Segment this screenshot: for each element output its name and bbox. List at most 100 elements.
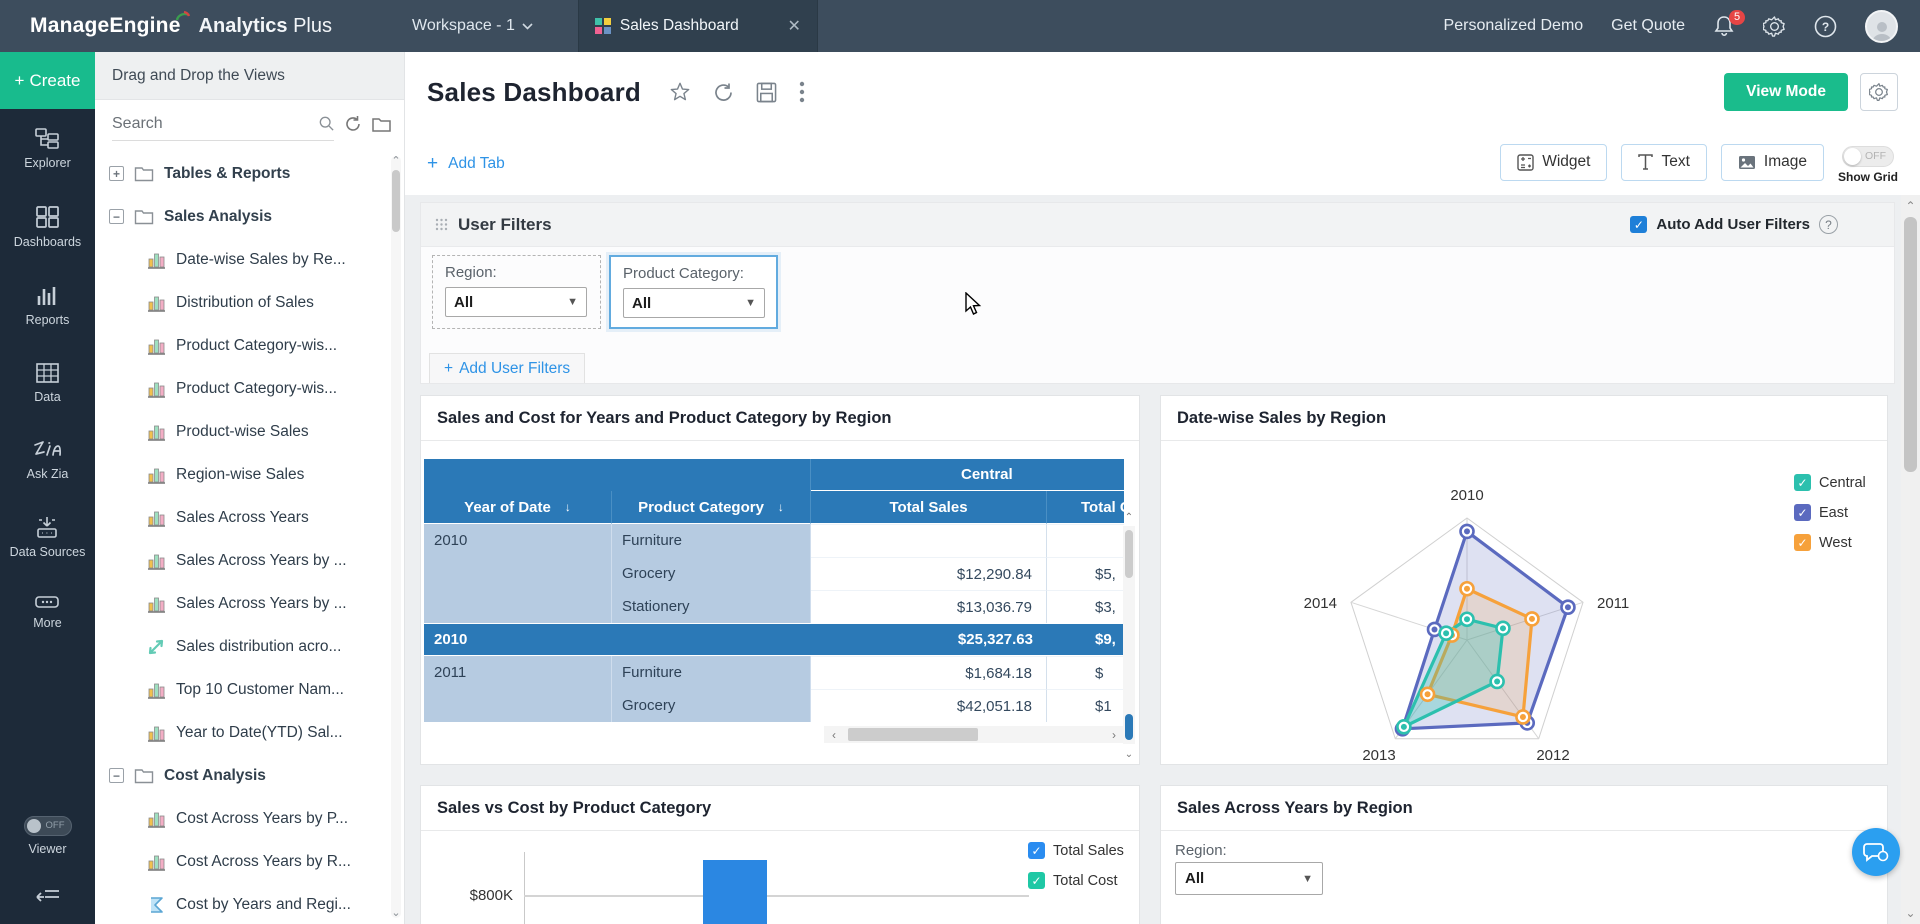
tree-item[interactable]: Cost Across Years by P... (95, 797, 391, 840)
radar-grid-pentagon (1350, 517, 1584, 740)
tree-item[interactable]: Product-wise Sales (95, 410, 391, 453)
tree-item[interactable]: Sales Across Years by ... (95, 582, 391, 625)
rail-item-ask-zia[interactable]: Ask Zia (10, 422, 86, 499)
sort-desc-icon[interactable]: ↓ (777, 500, 784, 514)
help-icon[interactable]: ? (1819, 215, 1838, 234)
notifications-bell-icon[interactable]: 5 (1713, 10, 1745, 38)
tree-item[interactable]: Cost by Years and Regi... (95, 883, 391, 924)
pivot-h-scrollbar[interactable]: ‹ › (824, 726, 1124, 743)
auto-add-user-filters-checkbox[interactable]: ✓ (1630, 216, 1648, 233)
personalized-demo-link[interactable]: Personalized Demo (1443, 17, 1584, 34)
bar-total-sales[interactable] (703, 860, 767, 924)
column-header-total-sales[interactable]: Total Sales (811, 491, 1047, 524)
show-grid-toggle[interactable]: OFF Show Grid (1838, 144, 1898, 184)
viewer-toggle-pill[interactable]: OFF (23, 816, 72, 837)
tab-sales-dashboard[interactable]: Sales Dashboard ✕ (577, 0, 818, 52)
save-icon[interactable] (756, 82, 777, 103)
scroll-up-icon[interactable]: ⌃ (1905, 199, 1916, 213)
tree-item[interactable]: Date-wise Sales by Re... (95, 238, 391, 281)
more-options-kebab-icon[interactable] (799, 81, 805, 103)
workspace-selector[interactable]: Workspace - 1 (412, 17, 533, 35)
create-button[interactable]: + Create (0, 52, 95, 109)
folder-view-icon[interactable] (372, 116, 391, 132)
expand-icon[interactable]: + (109, 166, 124, 181)
filter-select[interactable]: All ▼ (623, 288, 765, 318)
tree-item[interactable]: Sales distribution acro... (95, 625, 391, 668)
drag-grip-icon[interactable] (435, 218, 448, 231)
view-mode-button[interactable]: View Mode (1724, 73, 1848, 111)
collapse-sidebar-icon[interactable] (35, 874, 61, 924)
user-avatar[interactable] (1865, 9, 1898, 43)
rail-item-dashboards[interactable]: Dashboards (10, 188, 86, 267)
settings-gear-icon[interactable] (1763, 15, 1786, 38)
sort-desc-icon[interactable]: ↓ (564, 500, 571, 514)
rail-item-explorer[interactable]: Explorer (10, 109, 86, 188)
search-input[interactable] (112, 114, 319, 133)
tree-item[interactable]: Sales Across Years (95, 496, 391, 539)
v-scroll-thumb-active[interactable] (1125, 714, 1133, 740)
tree-item[interactable]: Cost Across Years by R... (95, 840, 391, 883)
tree-item[interactable]: Distribution of Sales (95, 281, 391, 324)
scroll-left-icon[interactable]: ‹ (832, 727, 836, 742)
viewer-toggle[interactable]: OFF Viewer (0, 799, 95, 874)
scroll-down-icon[interactable]: ⌄ (1124, 749, 1134, 760)
column-header-product-category[interactable]: Product Category ↓ (612, 491, 811, 524)
collapse-icon[interactable]: − (109, 209, 124, 224)
legend-checkbox[interactable]: ✓ (1028, 842, 1045, 859)
rail-item-data-sources[interactable]: Data Sources (10, 498, 85, 577)
scroll-down-icon[interactable]: ⌄ (391, 907, 401, 919)
sidebar-scrollbar[interactable]: ⌃ ⌄ (391, 155, 401, 919)
tree-item-label: Cost by Years and Regi... (176, 895, 351, 913)
add-widget-button[interactable]: Widget (1500, 143, 1608, 181)
gear-icon (1869, 83, 1888, 101)
show-grid-pill[interactable]: OFF (1842, 145, 1894, 167)
chevron-down-icon: ▼ (567, 296, 578, 308)
tree-item[interactable]: Sales Across Years by ... (95, 539, 391, 582)
pivot-v-scrollbar[interactable]: ⌃ ⌄ (1123, 512, 1135, 760)
scroll-down-icon[interactable]: ⌄ (1905, 906, 1916, 920)
refresh-dashboard-icon[interactable] (713, 82, 734, 103)
column-header-total-cost[interactable]: Total Cost (1047, 491, 1124, 524)
add-image-button[interactable]: Image (1720, 143, 1824, 181)
tree-folder-tables-reports[interactable]: + Tables & Reports (95, 152, 391, 195)
dashboard-settings-button[interactable] (1860, 73, 1898, 111)
scroll-up-icon[interactable]: ⌃ (391, 155, 401, 167)
add-user-filters-button[interactable]: + Add User Filters (429, 353, 586, 383)
column-header-year-of-date[interactable]: Year of Date ↓ (424, 491, 612, 524)
v-scroll-thumb[interactable] (1125, 530, 1133, 578)
page-scrollbar[interactable]: ⌃ ⌄ (1901, 195, 1920, 924)
tree-item[interactable]: Region-wise Sales (95, 453, 391, 496)
collapse-icon[interactable]: − (109, 768, 124, 783)
rail-item-more[interactable]: More (10, 577, 86, 648)
tree-item[interactable]: Year to Date(YTD) Sal... (95, 711, 391, 754)
chat-support-button[interactable] (1852, 828, 1900, 876)
pivot-cell: Stationery (612, 590, 811, 623)
region-filter-select[interactable]: All ▼ (1175, 862, 1323, 895)
page-scroll-thumb[interactable] (1904, 217, 1917, 472)
legend-checkbox[interactable]: ✓ (1794, 534, 1811, 551)
legend-checkbox[interactable]: ✓ (1028, 872, 1045, 889)
tree-folder-cost-analysis[interactable]: − Cost Analysis (95, 754, 391, 797)
data-icon (35, 362, 60, 384)
get-quote-link[interactable]: Get Quote (1611, 17, 1685, 34)
add-text-button[interactable]: Text (1621, 143, 1707, 181)
sidebar-scroll-thumb[interactable] (392, 170, 400, 232)
tree-item[interactable]: Top 10 Customer Nam... (95, 668, 391, 711)
rail-item-data[interactable]: Data (10, 345, 86, 422)
favorite-star-icon[interactable] (669, 81, 691, 103)
legend-checkbox[interactable]: ✓ (1794, 474, 1811, 491)
folder-label: Sales Analysis (164, 207, 272, 225)
refresh-views-icon[interactable] (344, 115, 362, 133)
scroll-up-icon[interactable]: ⌃ (1124, 512, 1134, 523)
rail-item-reports[interactable]: Reports (10, 266, 86, 345)
tree-item[interactable]: Product Category-wis... (95, 324, 391, 367)
legend-checkbox[interactable]: ✓ (1794, 504, 1811, 521)
scroll-right-icon[interactable]: › (1112, 727, 1116, 742)
tree-folder-sales-analysis[interactable]: − Sales Analysis (95, 195, 391, 238)
help-icon[interactable]: ? (1814, 15, 1837, 38)
tree-item[interactable]: Product Category-wis... (95, 367, 391, 410)
filter-select[interactable]: All ▼ (445, 287, 587, 317)
tab-close-icon[interactable]: ✕ (787, 18, 801, 35)
h-scroll-thumb[interactable] (848, 728, 978, 741)
add-tab-button[interactable]: + Add Tab (427, 152, 505, 174)
